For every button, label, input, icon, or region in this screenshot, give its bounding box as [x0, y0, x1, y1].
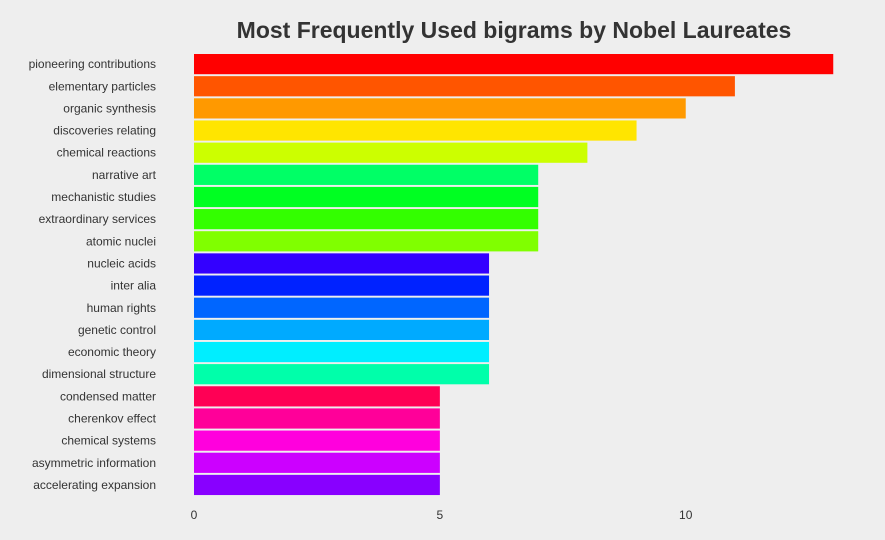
category-label-10: inter alia [111, 279, 157, 293]
bar-15 [194, 386, 440, 407]
bars-group [194, 54, 834, 496]
category-label-11: human rights [87, 301, 156, 315]
bar-2 [194, 98, 686, 119]
bar-3 [194, 120, 637, 141]
bar-17 [194, 430, 440, 451]
category-label-16: cherenkov effect [68, 412, 156, 426]
bar-5 [194, 164, 539, 185]
x-axis-ticks: 0 5 10 [191, 508, 693, 522]
category-label-3: discoveries relating [53, 124, 156, 138]
category-label-2: organic synthesis [63, 101, 156, 115]
x-tick-label-2: 10 [679, 508, 693, 522]
category-label-4: chemical reactions [57, 146, 156, 160]
bar-14 [194, 364, 490, 385]
chart-title: Most Frequently Used bigrams by Nobel La… [237, 17, 792, 43]
bar-11 [194, 297, 490, 318]
category-label-18: asymmetric information [32, 456, 156, 470]
category-label-8: atomic nuclei [86, 234, 156, 248]
bar-16 [194, 408, 440, 429]
bar-4 [194, 142, 588, 163]
category-label-14: dimensional structure [42, 367, 156, 381]
category-label-9: nucleic acids [87, 256, 156, 270]
bar-7 [194, 209, 539, 230]
category-label-17: chemical systems [61, 434, 156, 448]
bar-9 [194, 253, 490, 274]
category-label-12: genetic control [78, 323, 156, 337]
bar-13 [194, 341, 490, 363]
bar-6 [194, 186, 539, 208]
bar-1 [194, 76, 735, 97]
bar-18 [194, 452, 440, 473]
x-tick-label-1: 5 [437, 508, 444, 522]
bar-12 [194, 319, 490, 340]
bar-0 [194, 54, 834, 75]
category-labels: pioneering contributions elementary parti… [29, 57, 157, 492]
bar-19 [194, 474, 440, 496]
category-label-5: narrative art [92, 168, 157, 182]
category-label-15: condensed matter [60, 389, 156, 403]
bar-10 [194, 275, 490, 296]
category-label-19: accelerating expansion [33, 478, 156, 492]
category-label-7: extraordinary services [39, 212, 156, 226]
category-label-0: pioneering contributions [29, 57, 156, 71]
category-label-6: mechanistic studies [51, 190, 156, 204]
category-label-1: elementary particles [49, 79, 156, 93]
x-tick-label-0: 0 [191, 508, 198, 522]
category-label-13: economic theory [68, 345, 156, 359]
bar-8 [194, 231, 539, 252]
